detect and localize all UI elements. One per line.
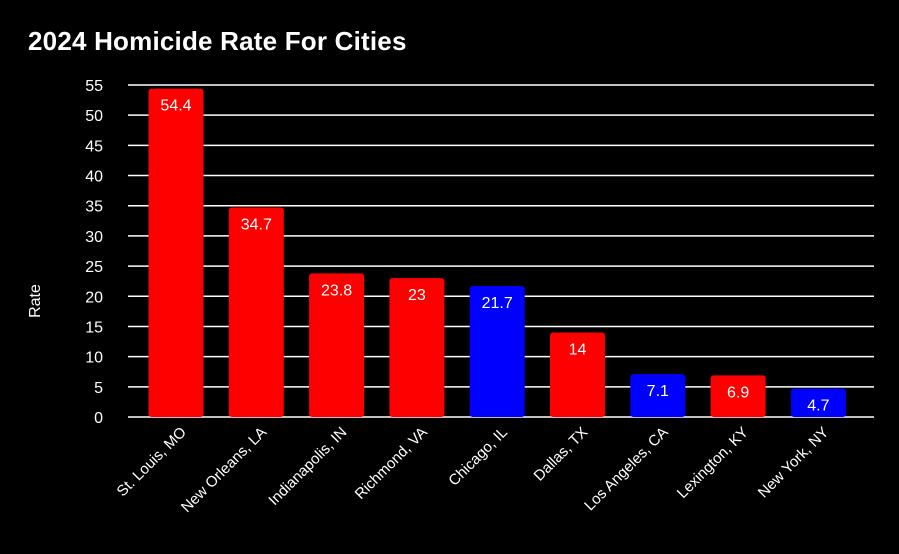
- y-tick-label: 20: [85, 289, 103, 306]
- bar: [790, 388, 846, 417]
- data-label: 34.7: [241, 217, 272, 234]
- data-label: 54.4: [160, 98, 191, 115]
- chart-title: 2024 Homicide Rate For Cities: [28, 26, 407, 56]
- data-label: 21.7: [482, 295, 513, 312]
- bar: [710, 375, 766, 417]
- bar: [469, 286, 525, 417]
- y-tick-label: 0: [94, 410, 103, 427]
- y-tick-label: 15: [85, 319, 103, 336]
- bar: [309, 273, 365, 417]
- bar: [630, 374, 686, 417]
- y-tick-label: 40: [85, 169, 103, 186]
- x-tick-label: New York, NY: [755, 424, 832, 501]
- bar: [389, 278, 445, 417]
- x-tick-label: Los Angeles, CA: [581, 424, 671, 514]
- bars: [148, 88, 846, 417]
- y-tick-label: 10: [85, 350, 103, 367]
- x-tick-label: Richmond, VA: [352, 424, 431, 503]
- y-axis-ticks: 0 5 10 15 20 25 30 35 40 45 50 55: [85, 78, 103, 427]
- data-label: 7.1: [647, 383, 669, 400]
- y-tick-label: 5: [94, 380, 103, 397]
- x-tick-label: St. Louis, MO: [114, 424, 190, 500]
- data-labels: 54.4 34.7 23.8 23 21.7 14 7.1 6.9 4.7: [160, 98, 829, 415]
- y-tick-label: 45: [85, 138, 103, 155]
- data-label: 23: [408, 287, 426, 304]
- bar: [550, 332, 605, 417]
- bar: [228, 207, 284, 417]
- y-tick-label: 50: [85, 108, 103, 125]
- x-tick-label: Lexington, KY: [674, 424, 752, 502]
- y-tick-label: 35: [85, 199, 103, 216]
- data-label: 6.9: [727, 384, 749, 401]
- bar: [148, 88, 204, 417]
- x-tick-label: Indianapolis, IN: [265, 424, 350, 509]
- x-tick-label: New Orleans, LA: [178, 424, 270, 516]
- y-axis-label: Rate: [27, 284, 44, 318]
- y-tick-label: 30: [85, 229, 103, 246]
- data-label: 14: [569, 341, 587, 358]
- y-tick-label: 25: [85, 259, 103, 276]
- x-tick-label: Chicago, IL: [445, 424, 511, 490]
- x-tick-label: Dallas, TX: [531, 424, 592, 485]
- y-tick-label: 55: [85, 78, 103, 95]
- data-label: 23.8: [321, 282, 352, 299]
- data-label: 4.7: [807, 398, 829, 415]
